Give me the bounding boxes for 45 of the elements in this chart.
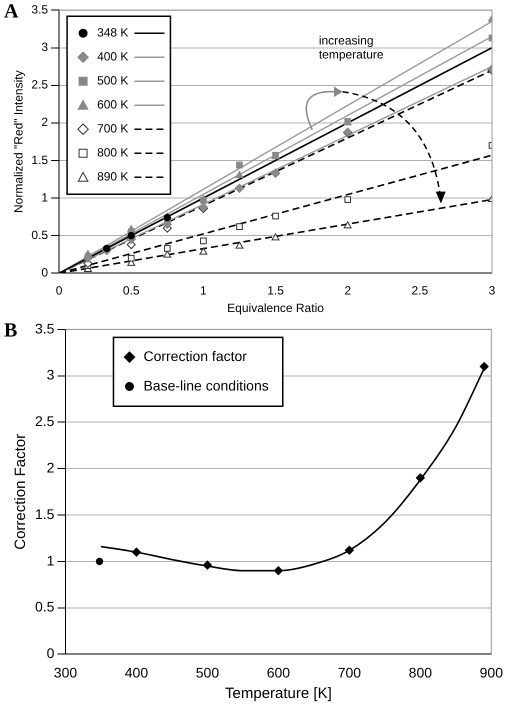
x-tick-label: 300 xyxy=(54,664,78,680)
y-tick-label: 0 xyxy=(46,645,55,662)
annotation: increasing temperature xyxy=(318,33,384,62)
x-tick-label: 0.5 xyxy=(122,284,140,298)
x-tick-label: 900 xyxy=(480,664,504,680)
legend-label: 500 K xyxy=(97,74,128,88)
x-axis-title: Temperature [K] xyxy=(225,685,332,702)
y-tick-label: 2 xyxy=(46,459,55,476)
x-tick-label: 3 xyxy=(488,284,496,298)
y-tick-label: 3.5 xyxy=(31,2,48,17)
y-tick-label: 2.5 xyxy=(31,78,48,92)
y-tick-label: 1 xyxy=(41,190,48,204)
x-tick-label: 1 xyxy=(200,284,208,298)
y-axis-title: Normalized "Red" Intensity xyxy=(12,70,26,213)
legend-label: 800 K xyxy=(97,146,128,160)
legend-label: Correction factor xyxy=(143,348,248,364)
legend-label: 400 K xyxy=(97,50,128,64)
y-tick-label: 2 xyxy=(41,115,48,130)
x-tick-label: 2.5 xyxy=(412,284,429,298)
x-tick-label: 400 xyxy=(124,664,148,680)
chart-title: B xyxy=(4,320,18,342)
x-tick-label: 700 xyxy=(338,664,362,680)
x-tick-label: 500 xyxy=(196,664,220,680)
legend-label: 348 K xyxy=(97,26,128,40)
y-tick-label: 1.5 xyxy=(31,152,48,167)
x-tick-label: 2 xyxy=(344,284,352,298)
legend-label: Base-line conditions xyxy=(143,377,269,394)
y-tick-label: 3.5 xyxy=(34,320,55,336)
y-tick-label: 0 xyxy=(41,266,48,280)
legend-label: 600 K xyxy=(97,98,128,112)
y-tick-label: 1 xyxy=(46,552,55,568)
legend-label: 700 K xyxy=(97,122,128,136)
y-tick-label: 0.5 xyxy=(31,228,48,242)
y-tick-label: 1.5 xyxy=(34,506,55,522)
y-tick-label: 3 xyxy=(41,40,48,54)
x-tick-label: 600 xyxy=(266,664,290,680)
y-tick-label: 3 xyxy=(46,366,55,383)
y-axis-title: Correction Factor xyxy=(12,434,30,550)
legend-label: 890 K xyxy=(97,170,128,184)
x-tick-label: 1.5 xyxy=(267,284,284,298)
y-tick-label: 2.5 xyxy=(34,413,55,430)
chart-title: A xyxy=(4,0,19,22)
x-tick-label: 800 xyxy=(408,664,432,680)
x-axis-title: Equivalence Ratio xyxy=(227,301,324,316)
y-tick-label: 0.5 xyxy=(34,598,55,615)
